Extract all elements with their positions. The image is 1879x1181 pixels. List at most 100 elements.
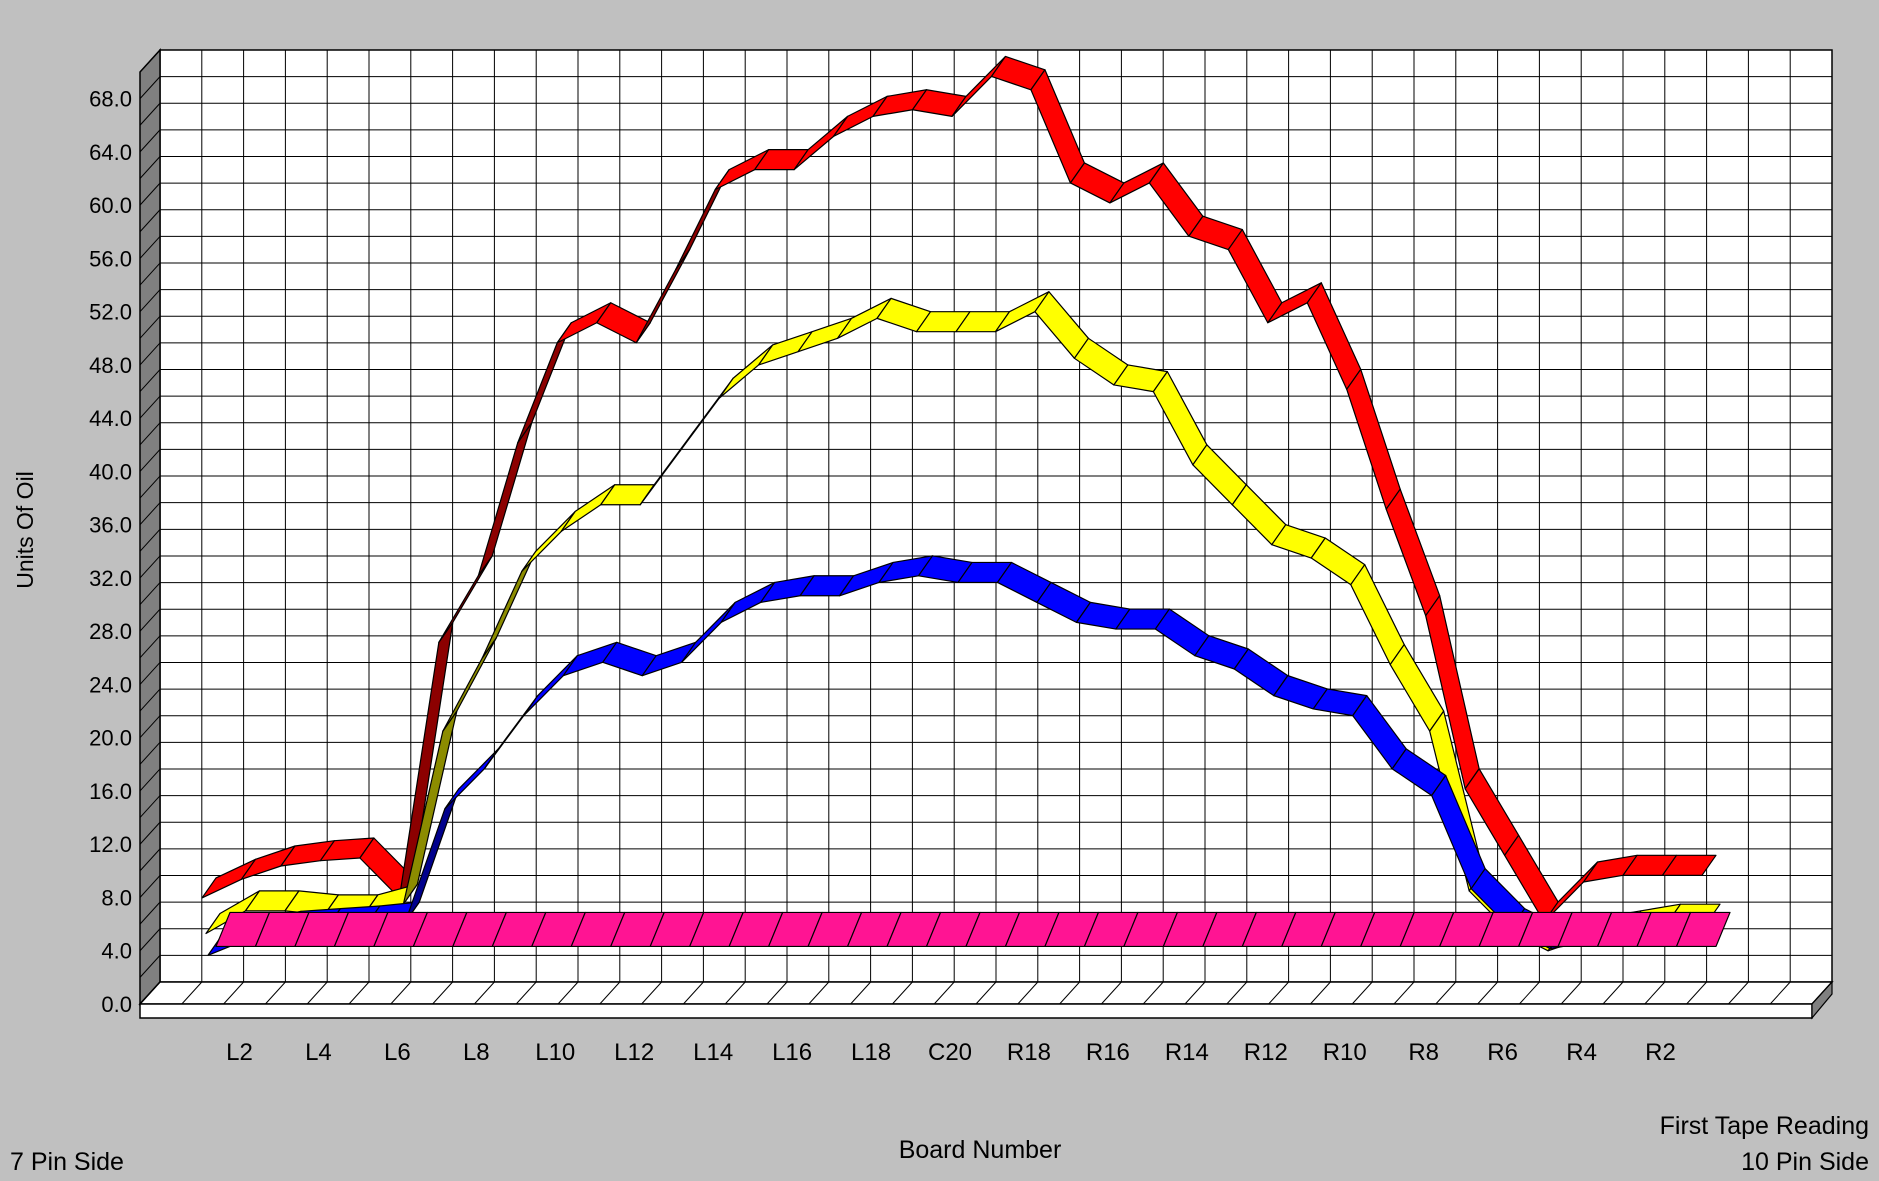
gridline-floor (181, 981, 203, 1005)
gridline-floor (683, 981, 704, 1005)
y-tick-label: 36.0 (89, 513, 132, 538)
gridline-side (139, 848, 161, 872)
gridline-floor (1435, 981, 1457, 1005)
gridline-side (139, 555, 161, 579)
gridline-floor (1728, 981, 1749, 1005)
x-tick-label: R8 (1408, 1039, 1439, 1066)
gridline-side (139, 369, 161, 392)
gridline-side (139, 901, 161, 925)
gridline-floor (1686, 981, 1707, 1005)
gridline-side (139, 955, 161, 978)
gridline-floor (1310, 981, 1331, 1005)
gridline-side (139, 289, 161, 312)
gridline-side (139, 635, 161, 659)
x-tick-label: R4 (1566, 1039, 1597, 1066)
gridline-side (139, 262, 161, 286)
gridline-floor (1142, 981, 1164, 1005)
gridline-side (139, 795, 161, 818)
y-tick-label: 56.0 (89, 246, 132, 271)
chart-series (201, 55, 1731, 956)
x-tick-label: L8 (463, 1039, 490, 1066)
gridline-side (139, 156, 161, 179)
gridline-side (139, 475, 161, 499)
x-tick-label: L14 (693, 1039, 733, 1066)
gridline-floor (432, 981, 453, 1005)
x-tick-label: L2 (226, 1039, 253, 1066)
gridline-side (139, 209, 161, 233)
x-tick-label: R14 (1165, 1039, 1209, 1066)
x-axis-label: Board Number (899, 1136, 1062, 1164)
gridline-floor (1351, 981, 1373, 1005)
x-tick-label: L4 (305, 1039, 332, 1066)
chart-axes: Units Of Oil Board Number 0.0 4.0 8.0 12.0 1… (12, 87, 1676, 1164)
gridline-side (139, 688, 161, 712)
gridline-floor (850, 981, 871, 1005)
gridline-side (139, 768, 161, 792)
gridline-floor (557, 981, 579, 1005)
right-side-label: 10 Pin Side (1741, 1148, 1869, 1176)
chart-subtitle: First Tape Reading (1659, 1112, 1869, 1140)
gridline-side (139, 449, 161, 472)
gridline-floor (1226, 981, 1248, 1005)
gridline-side (139, 608, 161, 632)
y-tick-label: 28.0 (89, 619, 132, 644)
gridline-floor (599, 981, 621, 1005)
gridline-floor (390, 981, 412, 1005)
gridline-floor (1184, 981, 1206, 1005)
series-ribbon (201, 55, 1717, 923)
y-tick-label: 52.0 (89, 300, 132, 325)
series-ribbon (215, 911, 1731, 948)
x-tick-label: R12 (1244, 1039, 1288, 1066)
gridline-side (139, 236, 161, 259)
gridline-floor (1519, 981, 1540, 1005)
x-tick-label: R16 (1086, 1039, 1130, 1066)
gridline-floor (724, 981, 746, 1005)
series-ribbon (205, 291, 1721, 952)
gridline-floor (223, 981, 244, 1005)
gridline-floor (1017, 981, 1039, 1005)
gridline-side (139, 875, 161, 898)
gridline-floor (1393, 981, 1415, 1005)
gridline-floor (1477, 981, 1498, 1005)
gridline-floor (306, 981, 328, 1005)
y-tick-label: 60.0 (89, 193, 132, 218)
gridline-side (139, 742, 161, 765)
y-tick-label: 64.0 (89, 140, 132, 165)
gridline-side (139, 715, 161, 739)
x-tick-label: L18 (851, 1039, 891, 1066)
y-tick-label: 12.0 (89, 832, 132, 857)
y-tick-label: 20.0 (89, 726, 132, 751)
left-wall (139, 48, 161, 1006)
gridline-floor (892, 981, 913, 1005)
y-tick-label: 32.0 (89, 566, 132, 591)
ribbon-segment (1661, 854, 1717, 876)
y-tick-label: 48.0 (89, 353, 132, 378)
gridline-floor (1602, 981, 1624, 1005)
y-tick-label: 40.0 (89, 459, 132, 484)
gridline-floor (1811, 981, 1833, 1005)
gridline-side (139, 582, 161, 605)
gridline-side (139, 502, 161, 526)
x-tick-label: R2 (1645, 1039, 1676, 1066)
gridline-side (139, 528, 161, 552)
gridline-side (139, 49, 161, 73)
x-tick-label: R18 (1007, 1039, 1051, 1066)
x-tick-label: L6 (384, 1039, 411, 1066)
gridline-side (139, 315, 161, 339)
floor-edge (139, 1003, 1813, 1019)
gridline-floor (641, 981, 662, 1005)
y-tick-label: 8.0 (101, 885, 132, 910)
gridline-floor (1644, 981, 1666, 1005)
gridline-side (139, 129, 161, 153)
gridline-floor (1101, 981, 1122, 1005)
y-tick-label: 24.0 (89, 672, 132, 697)
gridline-side (139, 928, 161, 952)
left-side-label: 7 Pin Side (10, 1148, 124, 1176)
gridline-side (139, 76, 161, 99)
gridline-floor (975, 981, 997, 1005)
gridline-floor (265, 981, 286, 1005)
gridline-floor (766, 981, 788, 1005)
gridline-side (139, 422, 161, 446)
